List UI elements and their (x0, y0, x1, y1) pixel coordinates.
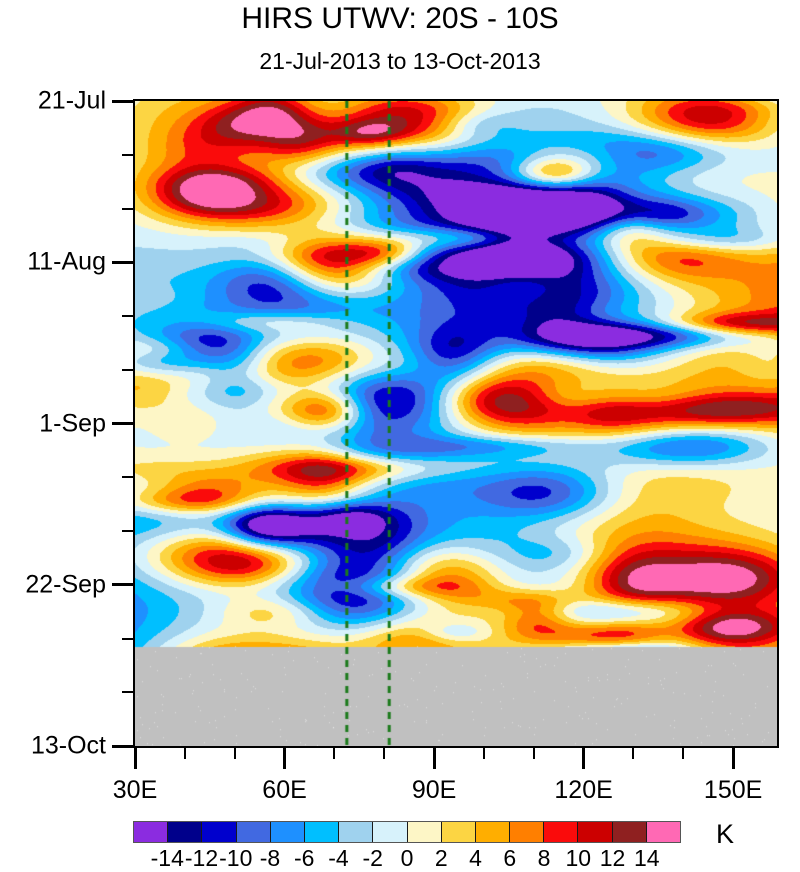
y-axis-minor-tick (122, 637, 133, 640)
colorbar-swatch[interactable] (612, 822, 647, 842)
contour-field (135, 101, 777, 746)
colorbar-swatch[interactable] (646, 822, 680, 842)
x-axis-minor-tick (233, 748, 236, 759)
x-axis-label: 60E (262, 776, 307, 804)
y-axis-label: 13-Oct (30, 731, 106, 760)
colorbar-tick-label: -6 (294, 845, 315, 871)
colorbar-swatch[interactable] (134, 822, 169, 842)
figure-subtitle: 21-Jul-2013 to 13-Oct-2013 (259, 48, 541, 74)
y-axis-major-tick (112, 422, 133, 425)
y-axis-major-tick (112, 583, 133, 587)
y-axis-minor-tick (122, 476, 133, 479)
y-axis-major-tick (112, 744, 133, 748)
colorbar-swatch[interactable] (475, 822, 511, 842)
colorbar-swatch[interactable] (544, 822, 579, 842)
x-axis-minor-tick (183, 748, 186, 759)
x-axis-major-tick (432, 748, 436, 769)
colorbar-tick-label: 12 (599, 845, 626, 871)
y-axis-label: 21-Jul (37, 86, 106, 115)
colorbar-swatch[interactable] (339, 822, 374, 842)
x-axis-label: 30E (112, 776, 158, 804)
colorbar-swatch[interactable] (304, 822, 340, 842)
x-axis-major-tick (283, 748, 287, 769)
colorbar-tick-label: -2 (362, 845, 383, 871)
colorbar-swatch[interactable] (407, 822, 442, 842)
colorbar-tick-label: 0 (400, 845, 414, 871)
colorbar-tick-label: -10 (219, 845, 253, 871)
y-axis-minor-tick (122, 315, 133, 317)
plot-area[interactable] (133, 99, 779, 748)
colorbar-tick-label: 10 (565, 845, 592, 871)
y-axis-minor-tick (122, 691, 133, 694)
y-axis-minor-tick (122, 530, 133, 532)
y-axis-label: 1-Sep (39, 409, 106, 437)
colorbar-swatch[interactable] (441, 822, 476, 842)
y-axis-label: 11-Aug (27, 247, 106, 276)
figure-title: HIRS UTWV: 20S - 10S (241, 2, 559, 35)
y-axis-major-tick (112, 99, 133, 103)
x-axis-minor-tick (482, 748, 485, 759)
colorbar-swatch[interactable] (168, 822, 203, 842)
x-axis-minor-tick (682, 748, 685, 759)
colorbar-swatch[interactable] (510, 822, 545, 842)
colorbar[interactable]: -14 -12 -10 -8 -6 -4 -2 0 2 4 6 8 10 12 14 (133, 821, 681, 871)
x-axis-minor-tick (632, 748, 635, 759)
y-axis-minor-tick (122, 368, 133, 371)
y-axis-major-tick (112, 260, 133, 264)
colorbar-tick-label: 4 (469, 845, 482, 871)
colorbar-tick-label: 2 (434, 845, 448, 871)
x-axis-label: 150E (703, 776, 763, 804)
colorbar-swatch[interactable] (270, 822, 305, 842)
x-axis-major-tick (582, 748, 586, 769)
x-axis-major-tick (731, 748, 735, 769)
x-axis-minor-tick (333, 748, 336, 759)
y-axis-minor-tick (122, 207, 133, 210)
colorbar-swatch[interactable] (578, 822, 613, 842)
colorbar-tick-label: -8 (259, 845, 281, 871)
colorbar-tick-label: -12 (184, 845, 219, 871)
colorbar-tick-label: 8 (537, 845, 551, 871)
colorbar-tick-label: -4 (328, 845, 349, 871)
colorbar-units-label: K (716, 819, 735, 849)
colorbar-swatch[interactable] (373, 822, 408, 842)
colorbar-tick-label: 6 (503, 845, 517, 871)
colorbar-swatch[interactable] (202, 822, 237, 842)
colorbar-tick-label: -14 (150, 845, 184, 871)
x-axis-major-tick (133, 748, 137, 769)
colorbar-swatches[interactable] (133, 821, 681, 843)
x-axis-label: 90E (411, 776, 457, 804)
colorbar-swatch[interactable] (236, 822, 271, 842)
y-axis-label: 22-Sep (25, 570, 106, 599)
x-axis-label: 120E (554, 776, 613, 804)
x-axis-minor-tick (532, 748, 535, 759)
y-axis-minor-tick (122, 153, 133, 156)
x-axis-minor-tick (383, 748, 386, 759)
colorbar-tick-label: 14 (633, 845, 660, 871)
